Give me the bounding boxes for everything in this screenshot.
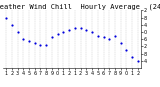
Point xyxy=(68,29,70,31)
Point xyxy=(51,37,53,38)
Point xyxy=(11,24,13,25)
Point xyxy=(91,31,93,33)
Point xyxy=(102,37,105,38)
Point xyxy=(137,60,139,61)
Point xyxy=(62,31,65,33)
Point xyxy=(16,31,19,33)
Point xyxy=(114,35,116,36)
Point xyxy=(45,44,48,45)
Point xyxy=(28,40,30,42)
Point xyxy=(96,35,99,36)
Point xyxy=(120,42,122,43)
Point xyxy=(56,33,59,34)
Point xyxy=(74,28,76,29)
Point xyxy=(125,49,128,51)
Title: Milwaukee Weather Wind Chill  Hourly Average  (24 Hours): Milwaukee Weather Wind Chill Hourly Aver… xyxy=(0,4,160,10)
Point xyxy=(5,17,7,18)
Point xyxy=(79,28,82,29)
Point xyxy=(131,56,133,58)
Point xyxy=(85,29,88,31)
Point xyxy=(39,44,42,45)
Point xyxy=(108,38,111,40)
Point xyxy=(22,38,24,40)
Point xyxy=(33,42,36,43)
